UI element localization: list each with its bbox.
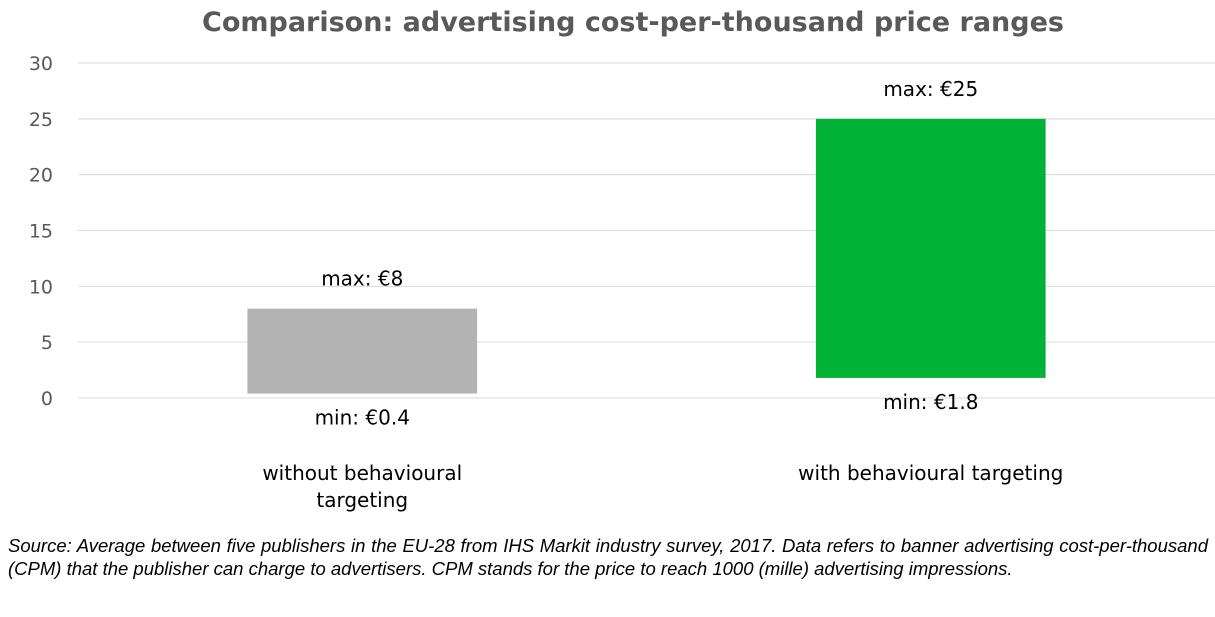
data-labels: max: €8 min: €0.4 max: €25 min: €1.8 <box>315 77 979 430</box>
y-tick-label: 20 <box>29 165 53 187</box>
bars <box>247 118 1046 394</box>
y-axis-ticks: 0 5 10 15 20 25 30 <box>29 53 53 410</box>
y-tick-label: 15 <box>29 221 53 243</box>
source-note: Source: Average between five publishers … <box>8 535 1208 579</box>
max-label: max: €8 <box>321 267 403 291</box>
range-bar <box>247 308 478 394</box>
chart: Comparison: advertising cost-per-thousan… <box>29 7 1215 512</box>
chart-title: Comparison: advertising cost-per-thousan… <box>202 7 1064 38</box>
max-label: max: €25 <box>883 77 978 101</box>
category-label: targeting <box>316 488 408 512</box>
min-label: min: €0.4 <box>315 406 410 430</box>
range-bar <box>815 118 1046 378</box>
category-label: without behavioural <box>262 461 462 485</box>
category-label: with behavioural targeting <box>798 461 1063 485</box>
y-tick-label: 10 <box>29 276 53 298</box>
category-labels: without behavioural targeting with behavio… <box>262 461 1063 512</box>
y-tick-label: 25 <box>29 109 53 131</box>
y-tick-label: 30 <box>29 53 53 75</box>
min-label: min: €1.8 <box>883 390 978 414</box>
y-tick-label: 0 <box>41 388 53 410</box>
y-tick-label: 5 <box>41 332 53 354</box>
